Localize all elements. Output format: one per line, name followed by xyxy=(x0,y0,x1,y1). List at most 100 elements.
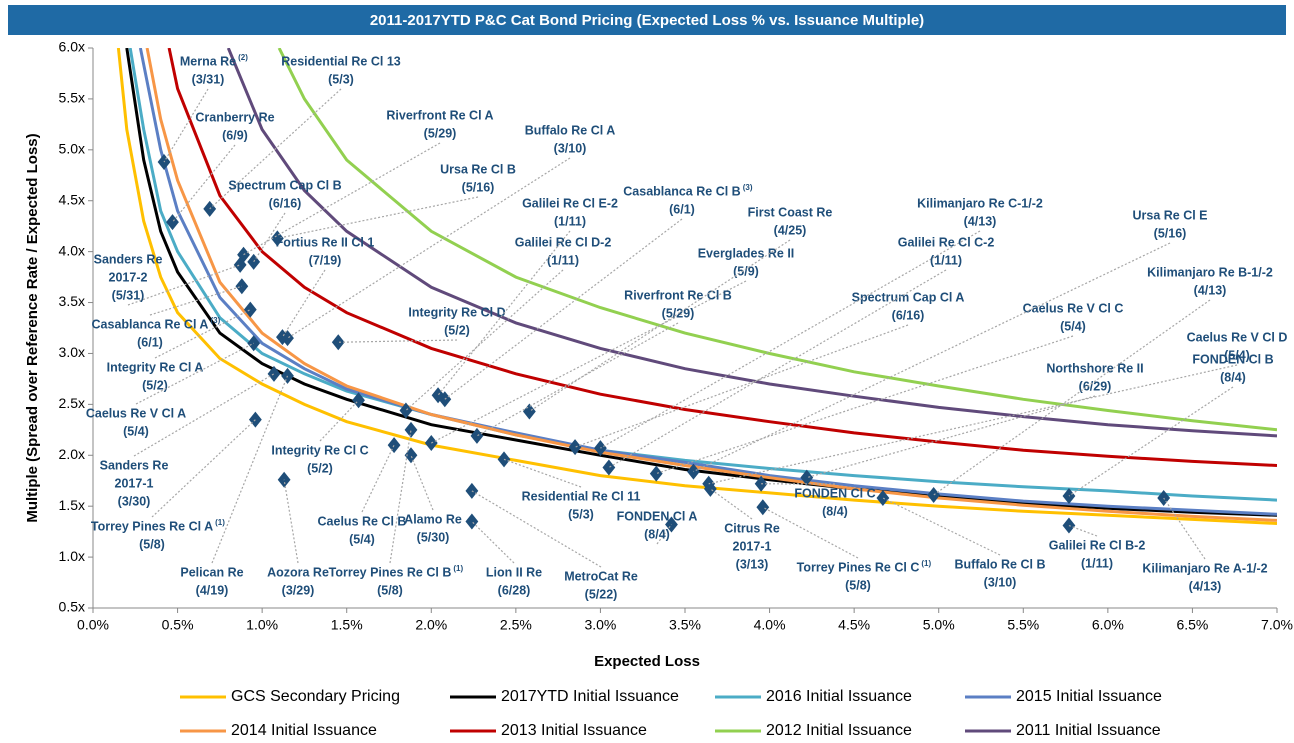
curve xyxy=(138,48,1277,516)
deal-label: (5/30) xyxy=(417,530,450,544)
leader-line xyxy=(600,230,981,449)
deal-label: (5/16) xyxy=(462,180,495,194)
deal-label: FONDEN Cl B xyxy=(1192,352,1273,366)
deal-label: (3/31) xyxy=(192,72,225,86)
deal-label: FONDEN Cl C xyxy=(794,486,875,500)
x-tick-label: 7.0% xyxy=(1261,617,1293,633)
x-tick-label: 6.0% xyxy=(1092,617,1124,633)
deal-label: (3/10) xyxy=(554,141,587,155)
legend-label: 2015 Initial Issuance xyxy=(1016,688,1162,705)
leader-line xyxy=(656,335,1074,475)
deal-marker xyxy=(927,486,941,503)
curve xyxy=(116,48,1277,525)
deal-label: (5/9) xyxy=(733,264,759,278)
deal-label: (5/29) xyxy=(424,126,457,140)
leader-line xyxy=(149,285,243,316)
deal-label: Riverfront Re Cl B xyxy=(624,288,732,302)
deal-marker xyxy=(703,480,717,497)
x-tick-label: 0.5% xyxy=(162,617,194,633)
deal-label: (8/4) xyxy=(1220,370,1246,384)
deal-label: (1/11) xyxy=(930,253,962,267)
curve xyxy=(226,48,1277,438)
leader-line xyxy=(437,230,571,396)
deal-marker xyxy=(331,334,345,351)
curve xyxy=(167,48,1277,467)
deal-label: Aozora Re xyxy=(267,565,329,579)
deal-label: Kilimanjaro Re B-1/-2 xyxy=(1147,265,1273,279)
deal-label: (4/13) xyxy=(964,214,997,228)
deal-label: Galilei Re Cl C-2 xyxy=(898,235,995,249)
deal-label: 2017-1 xyxy=(733,539,772,553)
deal-marker xyxy=(756,499,770,516)
y-tick-label: 5.0x xyxy=(59,141,85,157)
deal-label: MetroCat Re xyxy=(564,569,638,583)
leader-line xyxy=(471,490,602,568)
deal-note: (3) xyxy=(210,316,220,325)
deal-label: (3/29) xyxy=(282,583,315,597)
deal-label: (6/9) xyxy=(222,128,248,142)
deal-label: Casablanca Re Cl B xyxy=(623,184,740,198)
y-axis-title: Multiple (Spread over Reference Rate / E… xyxy=(24,133,41,522)
leader-line xyxy=(710,488,753,520)
x-tick-label: 4.0% xyxy=(754,617,786,633)
leader-line xyxy=(319,399,359,442)
deal-label: Cranberry Re xyxy=(195,110,274,124)
deal-note: (2) xyxy=(238,53,248,62)
deal-label: Torrey Pines Re Cl A xyxy=(91,519,213,533)
y-tick-label: 1.5x xyxy=(59,497,85,513)
deal-label: Ursa Re Cl E xyxy=(1132,208,1207,222)
x-axis-title: Expected Loss xyxy=(594,653,700,670)
leader-line xyxy=(431,280,747,444)
deal-label: Galilei Re Cl E-2 xyxy=(522,196,618,210)
deal-labels: Merna Re (2) (3/31) Cranberry Re (6/9) Reside… xyxy=(86,53,1288,601)
deal-label: 2017-1 xyxy=(115,476,154,490)
leader-line xyxy=(693,242,1171,473)
leader-line xyxy=(656,524,672,545)
deal-marker xyxy=(166,214,179,231)
x-tick-label: 5.5% xyxy=(1007,617,1039,633)
deal-label: Sanders Re xyxy=(94,252,163,266)
leader-line xyxy=(471,521,515,564)
leader-line xyxy=(361,444,395,513)
deal-label: (4/13) xyxy=(1189,579,1222,593)
x-tick-label: 5.0% xyxy=(923,617,955,633)
deal-label: (4/19) xyxy=(196,583,229,597)
x-tick-label: 2.5% xyxy=(500,617,532,633)
deal-marker xyxy=(399,402,413,419)
deal-marker xyxy=(568,439,582,456)
chart-title: 2011-2017YTD P&C Cat Bond Pricing (Expec… xyxy=(370,12,924,29)
leader-line xyxy=(933,299,1211,496)
deal-label: Caelus Re V Cl D xyxy=(1187,330,1288,344)
deal-label: Buffalo Re Cl B xyxy=(955,557,1046,571)
leader-line xyxy=(281,269,326,338)
deal-label: (5/3) xyxy=(328,72,354,86)
deal-marker xyxy=(243,301,257,318)
leader-line xyxy=(1163,497,1206,560)
deal-marker xyxy=(237,246,250,263)
legend-label: GCS Secondary Pricing xyxy=(231,688,400,705)
y-tick-label: 6.0x xyxy=(59,39,85,55)
x-tick-label: 0.0% xyxy=(77,617,109,633)
deal-label: FONDEN Cl A xyxy=(617,509,698,523)
curve xyxy=(125,48,1277,517)
deal-label: (5/4) xyxy=(1060,319,1086,333)
deal-label: Integrity Re Cl A xyxy=(107,360,204,374)
leader-line xyxy=(1068,524,1098,537)
deal-label: Torrey Pines Re Cl B xyxy=(329,565,452,579)
deals xyxy=(157,154,1171,534)
deal-label: Caelus Re V Cl A xyxy=(86,406,186,420)
deal-label: (6/29) xyxy=(1079,379,1112,393)
leader-line xyxy=(574,324,909,448)
deal-label: (4/25) xyxy=(774,223,807,237)
deal-label: Residential Re Cl 11 xyxy=(522,489,641,503)
deal-label: (5/2) xyxy=(307,461,333,475)
leader-line xyxy=(209,88,342,210)
deal-label: (6/16) xyxy=(269,196,302,210)
deal-marker xyxy=(233,256,247,273)
deal-label: (3/30) xyxy=(118,494,151,508)
y-tick-label: 2.0x xyxy=(59,446,85,462)
deal-label: (5/4) xyxy=(1224,348,1250,362)
y-tick-label: 1.0x xyxy=(59,548,85,564)
leader-line xyxy=(806,395,1096,479)
